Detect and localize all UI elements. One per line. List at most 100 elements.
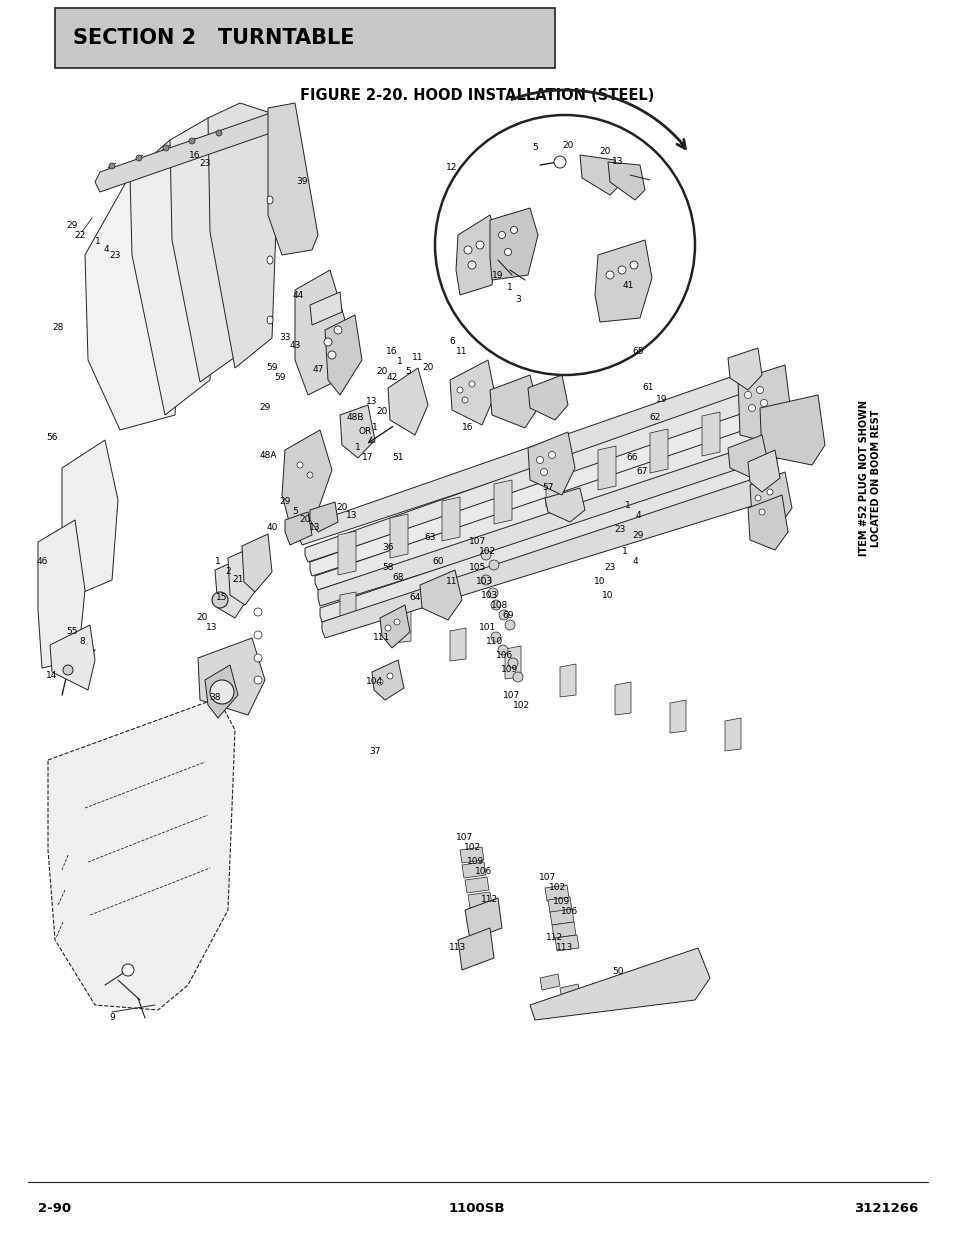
- Polygon shape: [170, 119, 254, 382]
- Polygon shape: [388, 368, 428, 435]
- Text: 107: 107: [456, 834, 473, 842]
- Circle shape: [629, 261, 638, 269]
- Circle shape: [536, 457, 543, 463]
- Ellipse shape: [267, 316, 273, 324]
- Polygon shape: [579, 156, 619, 195]
- Ellipse shape: [267, 256, 273, 264]
- Text: 4: 4: [635, 510, 640, 520]
- Text: 113: 113: [556, 944, 573, 952]
- Polygon shape: [527, 375, 567, 420]
- Circle shape: [328, 351, 335, 359]
- Polygon shape: [85, 175, 185, 430]
- Polygon shape: [544, 885, 568, 902]
- Text: 68: 68: [392, 573, 403, 583]
- Text: 101: 101: [478, 624, 497, 632]
- Text: 66: 66: [625, 453, 638, 462]
- Circle shape: [163, 144, 169, 151]
- Text: 29: 29: [279, 498, 291, 506]
- Polygon shape: [490, 375, 537, 429]
- Circle shape: [253, 655, 262, 662]
- Polygon shape: [701, 412, 720, 456]
- Polygon shape: [305, 390, 767, 562]
- Polygon shape: [50, 625, 95, 690]
- Text: 36: 36: [382, 543, 394, 552]
- Text: 112: 112: [481, 895, 498, 904]
- Circle shape: [540, 468, 547, 475]
- Polygon shape: [552, 923, 576, 939]
- Text: 102: 102: [549, 883, 566, 893]
- Circle shape: [136, 156, 142, 161]
- Text: 41: 41: [621, 280, 633, 289]
- Polygon shape: [319, 459, 780, 622]
- Ellipse shape: [267, 196, 273, 204]
- Text: 60: 60: [432, 557, 443, 567]
- Circle shape: [504, 248, 511, 256]
- Circle shape: [743, 391, 751, 399]
- Polygon shape: [456, 215, 497, 295]
- Circle shape: [756, 387, 762, 394]
- Polygon shape: [450, 359, 495, 425]
- Polygon shape: [242, 534, 272, 592]
- Text: 3: 3: [515, 295, 520, 305]
- Polygon shape: [198, 638, 265, 715]
- Text: 20: 20: [336, 504, 347, 513]
- Polygon shape: [494, 480, 512, 524]
- Circle shape: [468, 261, 476, 269]
- Text: 47: 47: [312, 366, 323, 374]
- Circle shape: [760, 399, 767, 406]
- Text: 20: 20: [561, 141, 573, 149]
- Polygon shape: [337, 531, 355, 576]
- Polygon shape: [325, 315, 361, 395]
- Circle shape: [463, 246, 472, 254]
- Polygon shape: [450, 629, 465, 661]
- Text: 10: 10: [601, 590, 613, 599]
- Polygon shape: [205, 664, 237, 718]
- Text: 10: 10: [594, 578, 605, 587]
- Polygon shape: [339, 405, 375, 458]
- Circle shape: [605, 270, 614, 279]
- Polygon shape: [527, 432, 575, 495]
- Text: 43: 43: [289, 342, 300, 351]
- Text: 12: 12: [446, 163, 457, 173]
- Polygon shape: [539, 974, 559, 990]
- Text: 2-90: 2-90: [38, 1202, 71, 1214]
- Text: 1: 1: [621, 547, 627, 557]
- Text: 38: 38: [209, 694, 220, 703]
- Text: 59: 59: [274, 373, 286, 383]
- Text: 11: 11: [412, 353, 423, 363]
- Circle shape: [754, 495, 760, 501]
- Polygon shape: [547, 897, 572, 913]
- Polygon shape: [62, 440, 118, 600]
- Text: 39: 39: [296, 178, 308, 186]
- Polygon shape: [457, 927, 494, 969]
- Text: 14: 14: [47, 671, 57, 679]
- Circle shape: [507, 658, 517, 668]
- Text: 104: 104: [366, 678, 383, 687]
- Text: 61: 61: [641, 384, 653, 393]
- Text: 20: 20: [375, 368, 387, 377]
- Text: 11: 11: [446, 578, 457, 587]
- Circle shape: [210, 680, 233, 704]
- Polygon shape: [468, 892, 492, 908]
- Text: 23: 23: [199, 158, 211, 168]
- Polygon shape: [530, 948, 709, 1020]
- Text: 13: 13: [206, 624, 217, 632]
- Polygon shape: [490, 207, 537, 280]
- Text: 13: 13: [612, 158, 623, 167]
- Text: 2: 2: [225, 568, 231, 577]
- Circle shape: [435, 115, 695, 375]
- Text: 102: 102: [479, 547, 497, 557]
- Polygon shape: [615, 682, 630, 715]
- Text: 1: 1: [372, 424, 377, 432]
- Polygon shape: [441, 496, 459, 541]
- Circle shape: [548, 452, 555, 458]
- Text: 9: 9: [109, 1014, 114, 1023]
- Polygon shape: [545, 463, 563, 508]
- Text: 1: 1: [95, 237, 101, 247]
- Circle shape: [189, 138, 194, 144]
- Text: 1: 1: [214, 557, 221, 567]
- Text: 46: 46: [36, 557, 48, 567]
- Polygon shape: [669, 700, 685, 734]
- Polygon shape: [461, 862, 485, 878]
- Circle shape: [253, 631, 262, 638]
